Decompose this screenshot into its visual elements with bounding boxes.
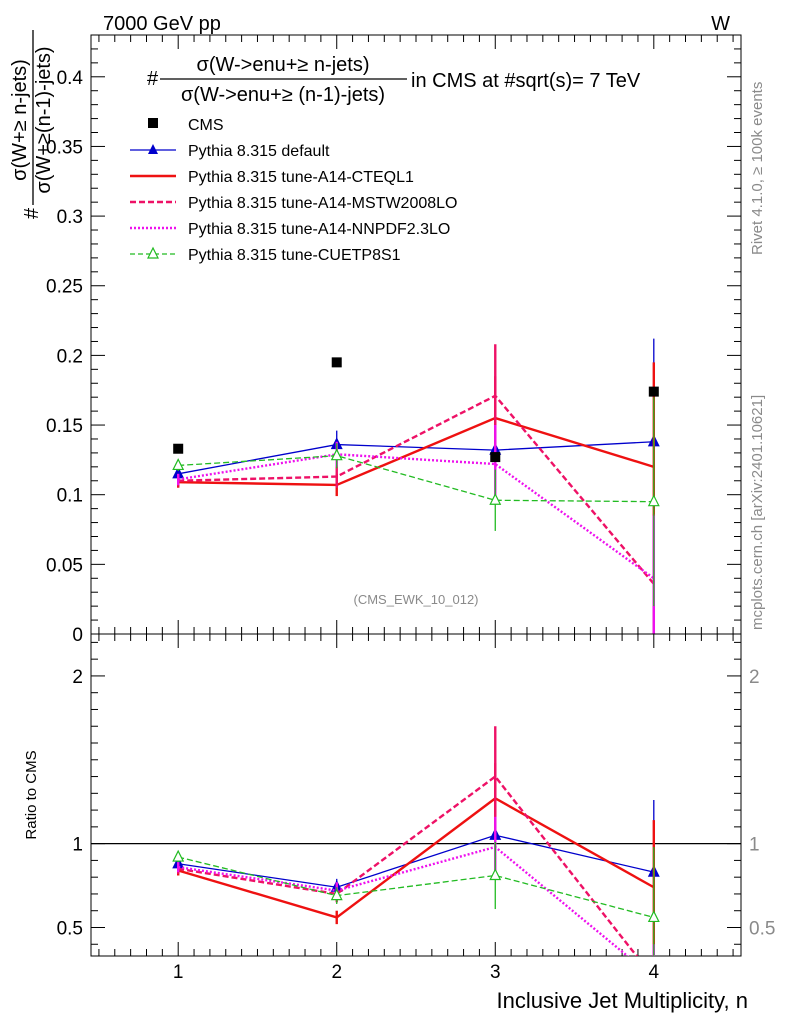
main-panel: 0 0.05 0.1 0.15 0.2 0.25 0.3 0.35 0.4 [46,34,742,646]
ratio-ytick-label-right: 1 [749,835,760,856]
legend-nnpdf23lo-label: Pythia 8.315 tune-A14-NNPDF2.3LO [188,221,450,238]
main-data-point [173,443,184,454]
legend-default-marker [148,144,158,154]
legend-cuetp8s1-marker [147,246,159,259]
legend-entry-cteql1: Pythia 8.315 tune-A14-CTEQL1 [130,169,414,186]
header-energy-label: 7000 GeV pp [103,13,221,35]
main-ytick-label: 0.15 [46,416,83,437]
main-ylabel: # σ(W+≥ n-jets) σ(W+≥(n-1)-jets) [9,30,55,219]
main-ytick-label: 0.1 [57,486,83,507]
main-ytick-label: 0.05 [46,555,83,576]
legend-cuetp8s1-label: Pythia 8.315 tune-CUETP8S1 [188,247,401,264]
main-data-point [648,386,659,397]
main-data-point [490,452,501,463]
main-ytick-label: 0.25 [46,277,83,298]
main-series-4-point [647,494,660,507]
ratio-ylabel: Ratio to CMS [23,750,40,839]
header-process-label: W [711,13,730,35]
legend-entry-cuetp8s1: Pythia 8.315 tune-CUETP8S1 [130,246,401,264]
ratio-panel: 0.5 0.5 1 1 2 2 1 2 3 4 [57,633,775,983]
main-ytick-label: 0.4 [57,68,84,89]
ratio-series-4-point [172,849,185,862]
plot-title: # σ(W->enu+≥ n-jets) σ(W->enu+≥ (n-1)-je… [147,54,641,106]
legend-cms-marker [148,118,158,128]
main-ylabel-numerator: σ(W+≥ n-jets) [9,59,31,181]
plot-title-denominator: σ(W->enu+≥ (n-1)-jets) [181,84,385,106]
legend-entry-nnpdf23lo: Pythia 8.315 tune-A14-NNPDF2.3LO [130,221,450,238]
x-axis-label: Inclusive Jet Multiplicity, n [497,988,748,1013]
main-series-0-line [178,441,654,475]
x-tick-label: 2 [331,962,342,983]
ratio-series-2 [176,726,656,956]
legend-entry-mstw2008lo: Pythia 8.315 tune-A14-MSTW2008LO [130,195,457,212]
ratio-series-4-point [647,910,660,923]
ratio-frame [90,633,742,957]
plot-title-numerator: σ(W->enu+≥ n-jets) [196,54,369,76]
main-ytick-label: 0.3 [57,207,83,228]
plot-title-suffix: in CMS at #sqrt(s)= 7 TeV [411,70,641,92]
ratio-ytick-label: 1 [72,835,83,856]
main-series-3-line [178,453,655,580]
main-series-1-line [178,416,655,487]
ratio-series-4 [172,841,660,956]
ratio-series-4-point [330,888,343,901]
mcplots-source-label: mcplots.cern.ch [arXiv:2401.10621] [749,395,766,630]
main-plot-area [172,338,660,634]
rivet-version-label: Rivet 4.1.0, ≥ 100k events [749,82,766,255]
ratio-ytick-label: 2 [72,667,83,688]
ratio-series-4-line [178,856,654,919]
analysis-watermark: (CMS_EWK_10_012) [354,592,479,607]
legend-entry-default: Pythia 8.315 default [130,143,330,160]
legend-mstw2008lo-label: Pythia 8.315 tune-A14-MSTW2008LO [188,195,457,212]
main-series-4-point [330,448,343,461]
main-data-point [331,357,342,368]
main-series-2-line [178,394,655,585]
ratio-plot-area [172,726,660,956]
ratio-series-3-line [178,845,630,956]
ratio-series-0-line [178,834,654,888]
main-series-4-point [489,492,502,505]
main-series-4-point [172,458,185,471]
legend-cteql1-label: Pythia 8.315 tune-A14-CTEQL1 [188,169,414,186]
legend-default-label: Pythia 8.315 default [188,143,330,160]
legend-cms-label: CMS [188,117,224,134]
ratio-series-1 [176,763,656,955]
main-ytick-label: 0 [72,625,83,646]
ratio-ytick-label-right: 0.5 [749,918,775,939]
main-ytick-label: 0.2 [57,346,83,367]
main-series-4-line [178,455,654,503]
legend: CMS Pythia 8.315 default Pythia 8.315 tu… [130,117,457,264]
ratio-ytick-label: 0.5 [57,918,83,939]
main-ylabel-denominator: σ(W+≥(n-1)-jets) [33,46,55,193]
main-series-2 [176,344,656,634]
main-series-4 [172,397,660,607]
ratio-series-4-point [489,868,502,881]
x-tick-label: 3 [490,962,501,983]
main-ytick-label: 0.35 [46,137,83,158]
main-ylabel-hash: # [21,207,43,219]
x-tick-label: 4 [649,962,660,983]
ratio-ytick-label-right: 2 [749,667,760,688]
main-series-1 [176,362,656,572]
ratio-series-1-line [177,796,655,919]
x-tick-label: 1 [173,962,184,983]
legend-entry-cms: CMS [148,117,224,134]
ratio-series-0 [172,800,660,945]
main-series-0 [172,338,660,545]
plot-title-hash: # [147,68,159,90]
